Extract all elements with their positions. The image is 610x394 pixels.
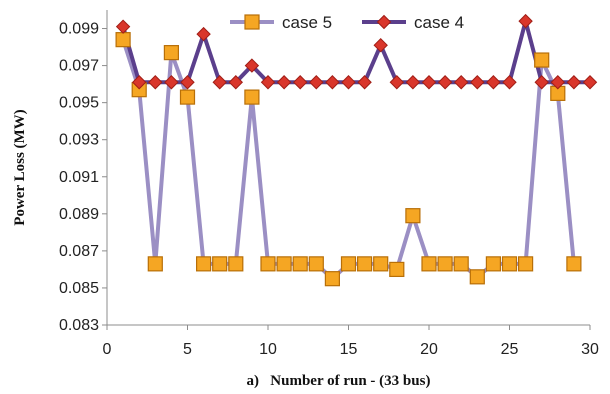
legend-label: case 5 xyxy=(282,13,332,32)
data-point-square xyxy=(276,256,292,272)
data-point-square xyxy=(421,256,437,272)
data-point-diamond xyxy=(244,58,260,73)
legend-marker-diamond xyxy=(376,14,392,30)
data-point-diamond xyxy=(373,37,388,53)
y-tick-label: 0.091 xyxy=(59,169,99,186)
axes xyxy=(102,10,591,330)
x-axis-title: a) Number of run - (33 bus) xyxy=(247,373,431,389)
data-point-square xyxy=(534,52,550,68)
series-markers xyxy=(115,13,598,287)
data-point-diamond xyxy=(453,75,469,90)
x-tick-label: 25 xyxy=(501,341,519,358)
y-tick-label: 0.087 xyxy=(59,243,99,260)
y-tick-labels: 0.083 0.085 0.087 0.089 0.091 0.093 0.095 0.097… xyxy=(59,21,99,334)
data-point-square xyxy=(308,256,324,272)
data-point-diamond xyxy=(341,75,356,90)
data-point-square xyxy=(260,256,276,272)
data-point-square xyxy=(228,256,244,272)
data-point-square xyxy=(485,256,501,272)
data-point-square xyxy=(147,256,163,272)
data-point-square xyxy=(212,256,228,272)
data-point-square xyxy=(517,256,534,272)
y-axis-title: Power Loss (MW) xyxy=(12,109,28,225)
legend-label: case 4 xyxy=(414,13,464,32)
data-point-diamond xyxy=(582,75,598,90)
y-tick-label: 0.085 xyxy=(59,280,99,297)
x-tick-labels: 0 5 10 15 20 25 30 xyxy=(103,341,599,358)
data-point-diamond xyxy=(260,75,276,90)
data-point-diamond xyxy=(228,75,244,90)
data-point-diamond xyxy=(566,75,582,90)
data-point-diamond xyxy=(405,75,421,90)
data-point-diamond xyxy=(325,75,340,90)
legend: case 5 case 4 xyxy=(230,13,464,32)
data-point-diamond xyxy=(276,75,292,90)
x-tick-label: 10 xyxy=(259,341,277,358)
data-point-square xyxy=(453,256,469,272)
series-line-case-4 xyxy=(121,19,590,85)
data-point-diamond xyxy=(518,13,533,29)
legend-marker-square xyxy=(244,14,260,30)
y-tick-label: 0.099 xyxy=(59,21,99,38)
x-tick-label: 15 xyxy=(340,341,358,358)
data-point-square xyxy=(115,32,131,48)
data-point-diamond xyxy=(357,75,372,90)
data-point-square xyxy=(389,261,405,278)
series-lines xyxy=(121,19,590,281)
data-point-diamond xyxy=(470,75,485,90)
x-tick-label: 5 xyxy=(183,341,192,358)
data-point-diamond xyxy=(212,75,227,90)
data-point-diamond xyxy=(309,75,324,90)
data-point-square xyxy=(163,45,179,61)
data-point-square xyxy=(405,208,421,224)
data-point-diamond xyxy=(486,75,501,90)
data-point-diamond xyxy=(164,75,179,90)
y-tick-label: 0.083 xyxy=(59,317,99,334)
y-tick-label: 0.095 xyxy=(59,95,99,112)
data-point-square xyxy=(292,256,308,272)
x-tick-label: 30 xyxy=(581,341,599,358)
data-point-square xyxy=(437,256,453,272)
data-point-square xyxy=(373,256,389,272)
y-tick-label: 0.093 xyxy=(59,132,99,149)
data-point-square xyxy=(566,256,582,272)
data-point-square xyxy=(340,256,357,272)
data-point-square xyxy=(501,256,518,272)
x-tick-label: 0 xyxy=(103,341,112,358)
data-point-square xyxy=(469,269,485,285)
data-point-diamond xyxy=(196,26,211,42)
data-point-diamond xyxy=(292,75,308,90)
data-point-diamond xyxy=(131,75,147,90)
data-point-diamond xyxy=(180,75,195,90)
data-point-square xyxy=(244,89,260,105)
x-tick-label: 20 xyxy=(420,341,438,358)
data-point-diamond xyxy=(115,19,131,34)
data-point-square xyxy=(324,271,340,287)
data-point-diamond xyxy=(421,75,437,90)
y-tick-label: 0.089 xyxy=(59,206,99,223)
data-point-square xyxy=(179,89,196,105)
data-point-square xyxy=(196,256,212,272)
data-point-diamond xyxy=(550,75,566,90)
y-tick-label: 0.097 xyxy=(59,58,99,75)
data-point-diamond xyxy=(148,75,163,90)
data-point-diamond xyxy=(534,75,549,90)
data-point-diamond xyxy=(389,75,405,90)
data-point-square xyxy=(357,256,373,272)
data-point-diamond xyxy=(437,75,453,90)
data-point-diamond xyxy=(502,75,517,90)
